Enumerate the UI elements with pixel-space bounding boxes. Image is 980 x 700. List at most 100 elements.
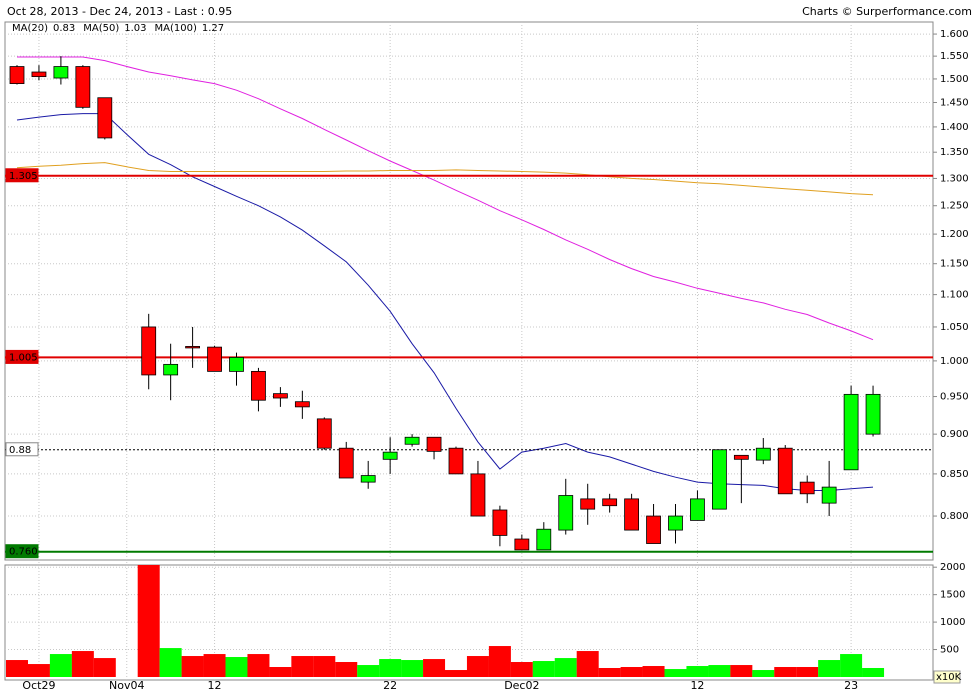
volume-bar	[488, 646, 511, 677]
x-tick-label: 12	[208, 679, 222, 692]
volume-bar	[576, 651, 599, 677]
candle-body	[799, 481, 815, 495]
y-tick-label: 1.500	[940, 74, 969, 85]
x-tick-label: 22	[383, 679, 397, 692]
volume-bar	[598, 667, 621, 677]
candle-body	[821, 486, 837, 504]
volume-bar	[379, 659, 402, 677]
y-tick-label: 1.150	[940, 259, 969, 270]
y-tick-label: 500	[940, 645, 959, 656]
legend-label: MA(50)	[83, 23, 119, 34]
candle-body	[97, 97, 113, 139]
volume-bar	[664, 669, 687, 677]
y-tick-label: 1.300	[940, 173, 969, 184]
candle-body	[141, 326, 157, 376]
volume-bar	[620, 667, 643, 677]
y-tick-label: 1.400	[940, 122, 969, 133]
volume-bar	[181, 656, 204, 677]
candle-body	[294, 401, 310, 408]
candle-body	[733, 454, 749, 460]
y-tick-label: 0.850	[940, 469, 969, 480]
volume-bar	[203, 654, 226, 677]
candle-body	[316, 418, 332, 449]
volume-bar	[862, 667, 885, 677]
volume-bar	[269, 667, 292, 677]
y-tick-label: 1500	[940, 590, 965, 601]
candle-body	[624, 498, 639, 531]
y-tick-label: 1.100	[940, 290, 969, 301]
candle-body	[712, 449, 727, 510]
volume-bar	[774, 667, 797, 677]
y-tick-label: 0.950	[940, 392, 969, 403]
volume-bar	[159, 648, 182, 677]
y-tick-label: 0.900	[940, 429, 969, 440]
level-label: 0.88	[9, 445, 31, 456]
candle-body	[9, 66, 25, 84]
volume-bar	[466, 656, 489, 677]
ma-line	[16, 113, 874, 491]
unit-box	[933, 670, 961, 684]
candle-body	[53, 66, 69, 79]
volume-bar	[686, 666, 709, 677]
x-tick-label: Dec02	[504, 679, 539, 692]
level-label-box	[5, 349, 39, 364]
volume-bar	[335, 662, 358, 677]
legend-value: 1.27	[202, 23, 224, 34]
y-tick-label: 1.350	[940, 147, 969, 158]
candle-body	[580, 498, 596, 510]
chart-title: Oct 28, 2013 - Dec 24, 2013 - Last : 0.9…	[7, 5, 232, 18]
candle-body	[426, 436, 442, 452]
volume-bar	[49, 654, 72, 677]
candle-body	[31, 71, 47, 78]
x-tick-label: Nov04	[109, 679, 144, 692]
candle-body	[404, 436, 420, 445]
candle-body	[777, 447, 793, 495]
volume-bar	[6, 660, 28, 677]
y-tick-label: 0.800	[940, 511, 969, 522]
candle-body	[865, 393, 881, 435]
x-tick-label: 23	[844, 679, 858, 692]
candle-body	[382, 451, 398, 460]
volume-bar	[752, 670, 775, 677]
legend-value: 1.03	[124, 23, 146, 34]
candle-body	[690, 498, 705, 521]
volume-bar	[357, 665, 380, 677]
level-label-box	[5, 168, 39, 183]
volume-bar	[642, 666, 665, 677]
ma-line	[16, 162, 874, 196]
source: Charts © Surperformance.com	[802, 5, 972, 18]
volume-bar	[510, 662, 533, 677]
volume-bar	[313, 656, 336, 677]
y-tick-label: 2000	[940, 562, 965, 573]
candle-body	[251, 370, 266, 401]
y-tick-label: 1.000	[940, 356, 969, 367]
level-label-box	[5, 544, 39, 559]
volume-bar	[27, 664, 50, 677]
volume-bar	[71, 651, 94, 677]
x-tick-label: 12	[690, 679, 704, 692]
y-tick-label: 1.550	[940, 51, 969, 62]
candle-body	[646, 515, 661, 544]
x-tick-label: Oct29	[22, 679, 55, 692]
y-tick-label: 1.600	[940, 29, 969, 40]
candle-body	[470, 473, 486, 517]
volume-bar	[291, 656, 314, 677]
candle-body	[602, 498, 618, 507]
candle-body	[755, 447, 771, 461]
y-tick-label: 1000	[940, 617, 965, 628]
candle-body	[272, 393, 288, 399]
legend: MA(20) 0.83 MA(50) 1.03 MA(100) 1.27	[12, 23, 224, 34]
candle-body	[207, 346, 222, 372]
volume-bar	[423, 659, 446, 677]
volume-bar	[840, 654, 863, 677]
candle-body	[514, 538, 530, 551]
level-label-box	[5, 442, 39, 457]
unit-label: x10K	[936, 672, 962, 683]
volume-bar	[796, 667, 819, 677]
candle-body	[448, 447, 464, 475]
candle-body	[360, 475, 376, 483]
candle-body	[338, 447, 354, 479]
volume-bar	[225, 657, 248, 677]
candle-body	[185, 346, 201, 349]
